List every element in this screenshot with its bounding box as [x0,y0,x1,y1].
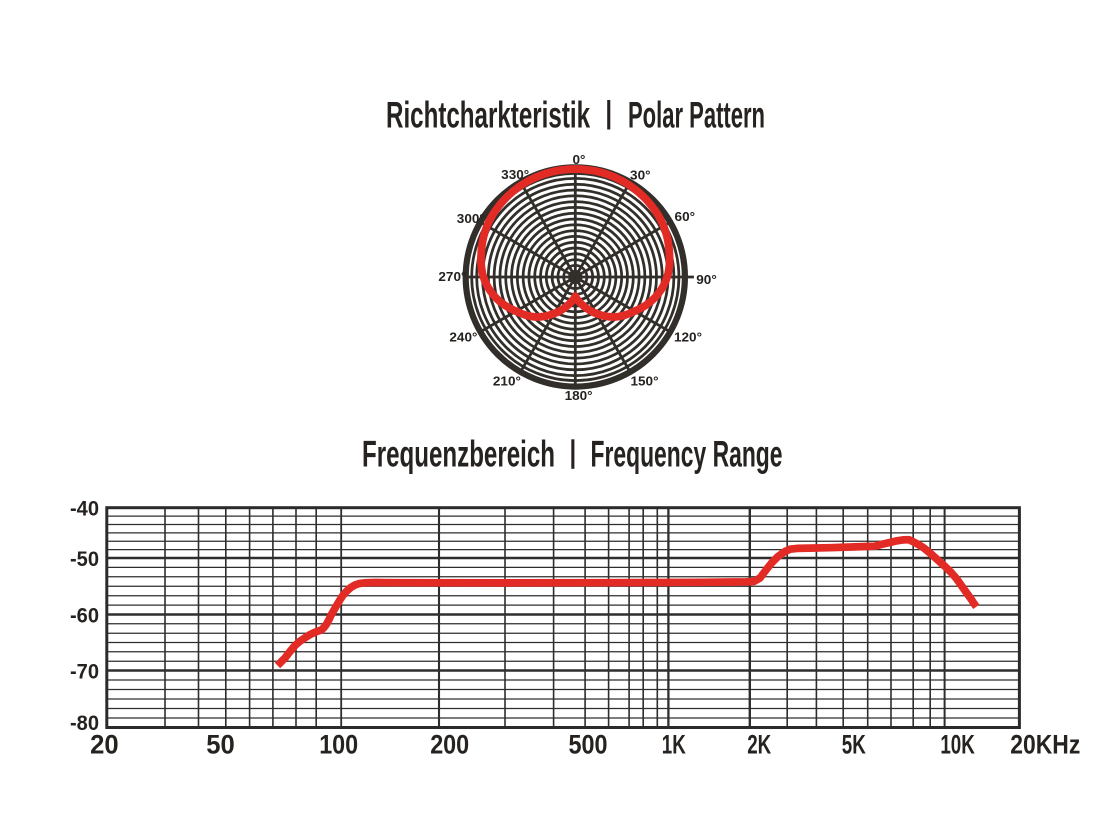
svg-text:270°: 270° [438,269,466,284]
svg-text:20KHz: 20KHz [1010,730,1080,760]
svg-text:-70: -70 [70,660,99,684]
svg-text:100: 100 [319,730,358,760]
svg-text:1K: 1K [662,730,686,760]
svg-text:-50: -50 [70,547,99,571]
svg-text:200: 200 [430,730,469,760]
svg-text:20: 20 [90,730,119,760]
svg-text:30°: 30° [630,168,651,183]
svg-text:0°: 0° [573,152,586,167]
svg-text:120°: 120° [674,330,702,345]
svg-text:330°: 330° [501,167,529,182]
svg-text:Polar Pattern: Polar Pattern [628,95,765,136]
svg-text:10K: 10K [940,730,975,760]
svg-text:Richtcharkteristik: Richtcharkteristik [386,95,590,136]
svg-text:-60: -60 [70,604,99,628]
svg-text:90°: 90° [696,272,717,287]
svg-text:-40: -40 [70,497,99,521]
svg-text:300°: 300° [457,211,485,226]
svg-text:240°: 240° [449,330,477,345]
svg-text:2K: 2K [747,730,771,760]
svg-text:Frequenzbereich: Frequenzbereich [362,434,555,475]
svg-text:180°: 180° [565,388,593,403]
svg-text:5K: 5K [842,730,866,760]
svg-text:-80: -80 [70,711,99,735]
svg-text:Frequency Range: Frequency Range [591,434,783,475]
svg-text:500: 500 [569,730,608,760]
svg-text:150°: 150° [631,373,659,388]
svg-text:50: 50 [206,730,235,760]
svg-text:60°: 60° [675,209,696,224]
svg-text:210°: 210° [493,373,521,388]
